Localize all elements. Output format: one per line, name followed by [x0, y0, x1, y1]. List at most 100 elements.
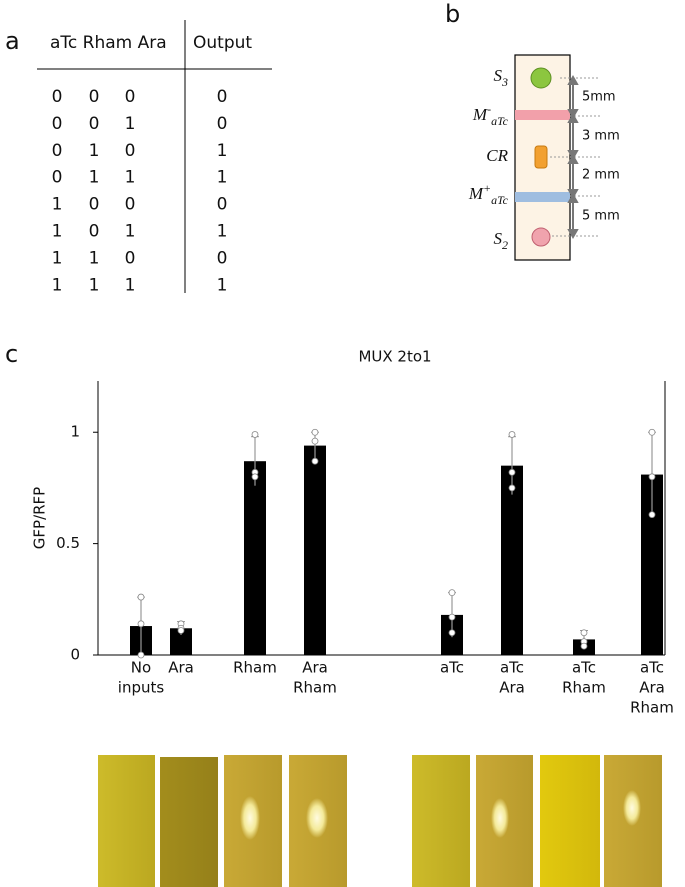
diagram-label: M-aTc	[472, 102, 509, 128]
y-tick-label: 0.5	[56, 534, 80, 552]
replicate-point	[311, 437, 319, 445]
replicate-point	[508, 468, 516, 476]
label-sub: 3	[501, 75, 508, 89]
x-tick-label: Ara	[168, 659, 194, 677]
replicate-point	[648, 428, 656, 436]
x-tick-label: Rham	[233, 659, 277, 677]
replicate-point	[508, 484, 516, 492]
panel-label: b	[445, 0, 460, 28]
distance-label: 3 mm	[582, 129, 620, 144]
table-cell: 1	[217, 141, 228, 161]
bar	[170, 628, 192, 655]
band-m-minus	[515, 110, 570, 120]
table-cell: 0	[217, 87, 228, 107]
table-cell: 0	[217, 114, 228, 134]
table-cell: 1	[125, 114, 136, 134]
panel-label: a	[5, 27, 20, 55]
x-tick-label: Rham	[630, 699, 674, 717]
dotted-guides	[550, 77, 600, 237]
replicate-point	[137, 651, 145, 659]
table-cell: 1	[52, 275, 63, 295]
bar	[244, 461, 266, 655]
table-cell: 1	[125, 168, 136, 188]
table-cell: 0	[125, 195, 136, 215]
table-cell: 1	[217, 168, 228, 188]
distance-label: 2 mm	[582, 168, 620, 183]
replicate-point	[311, 428, 319, 436]
replicate-point	[448, 589, 456, 597]
diagram-label: M+aTc	[468, 181, 509, 207]
table-cell: 1	[89, 168, 100, 188]
table-cell: 1	[89, 275, 100, 295]
distance-label: 5mm	[582, 90, 616, 105]
label-sub: aTc	[491, 193, 509, 207]
x-tick-label: aTc	[572, 659, 596, 677]
label-sub: 2	[502, 238, 508, 252]
table-cell: 0	[125, 141, 136, 161]
label-main: M	[468, 184, 484, 203]
x-tick-label: Rham	[293, 679, 337, 697]
table-cell: 1	[52, 222, 63, 242]
table-cell: 0	[52, 114, 63, 134]
x-tick-label: aTc	[440, 659, 464, 677]
replicate-point	[648, 511, 656, 519]
spot-s2	[531, 227, 551, 247]
replicate-point	[508, 431, 516, 438]
chart-title: MUX 2to1	[358, 348, 431, 366]
bar	[304, 445, 326, 655]
label-sup: +	[483, 181, 491, 195]
cr-cylinder	[534, 145, 548, 169]
table-cell: 1	[89, 248, 100, 268]
y-axis-label: GFP/RFP	[31, 487, 49, 549]
diagram-label: S2	[494, 229, 509, 252]
x-tick-label: Ara	[499, 679, 525, 697]
bar	[501, 465, 523, 655]
replicate-point	[448, 613, 456, 621]
replicate-point	[311, 457, 319, 465]
y-tick-label: 1	[70, 423, 80, 441]
replicate-point	[251, 431, 259, 438]
table-cell: 0	[89, 114, 100, 134]
table-cell: 0	[217, 195, 228, 215]
label-main: S	[494, 66, 503, 85]
spot-s3	[530, 67, 552, 89]
replicate-point	[251, 473, 259, 481]
x-tick-label: Ara	[302, 659, 328, 677]
table-cell: 1	[52, 248, 63, 268]
table-cell: 1	[89, 141, 100, 161]
label-main: S	[494, 229, 503, 248]
replicate-point	[580, 629, 588, 637]
table-header: Output	[193, 33, 252, 53]
x-tick-label: Rham	[562, 679, 606, 697]
table-cell: 1	[125, 222, 136, 242]
table-cell: 0	[89, 222, 100, 242]
table-cell: 0	[89, 87, 100, 107]
replicate-point	[137, 593, 145, 601]
band-m-plus	[515, 192, 570, 202]
x-tick-label: Ara	[639, 679, 665, 697]
panel-label: c	[5, 340, 18, 368]
table-cell: 1	[125, 275, 136, 295]
table-cell: 0	[125, 87, 136, 107]
diagram-label: S3	[494, 66, 509, 89]
label-sub: aTc	[491, 114, 509, 128]
table-cell: 1	[52, 195, 63, 215]
strip-photos	[98, 755, 662, 887]
table-header: aTc Rham Ara	[50, 33, 167, 53]
bar	[641, 474, 663, 655]
table-cell: 0	[89, 195, 100, 215]
table-cell: 0	[217, 248, 228, 268]
table-cell: 1	[217, 275, 228, 295]
replicate-point	[177, 627, 185, 634]
y-tick-label: 0	[70, 646, 80, 664]
table-cell: 0	[52, 168, 63, 188]
replicate-point	[648, 473, 656, 481]
x-tick-label: No	[131, 659, 151, 677]
label-main: CR	[486, 146, 508, 165]
distance-label: 5 mm	[582, 209, 620, 224]
table-cell: 0	[125, 248, 136, 268]
replicate-point	[137, 620, 145, 628]
x-tick-label: aTc	[640, 659, 664, 677]
table-cell: 1	[217, 222, 228, 242]
